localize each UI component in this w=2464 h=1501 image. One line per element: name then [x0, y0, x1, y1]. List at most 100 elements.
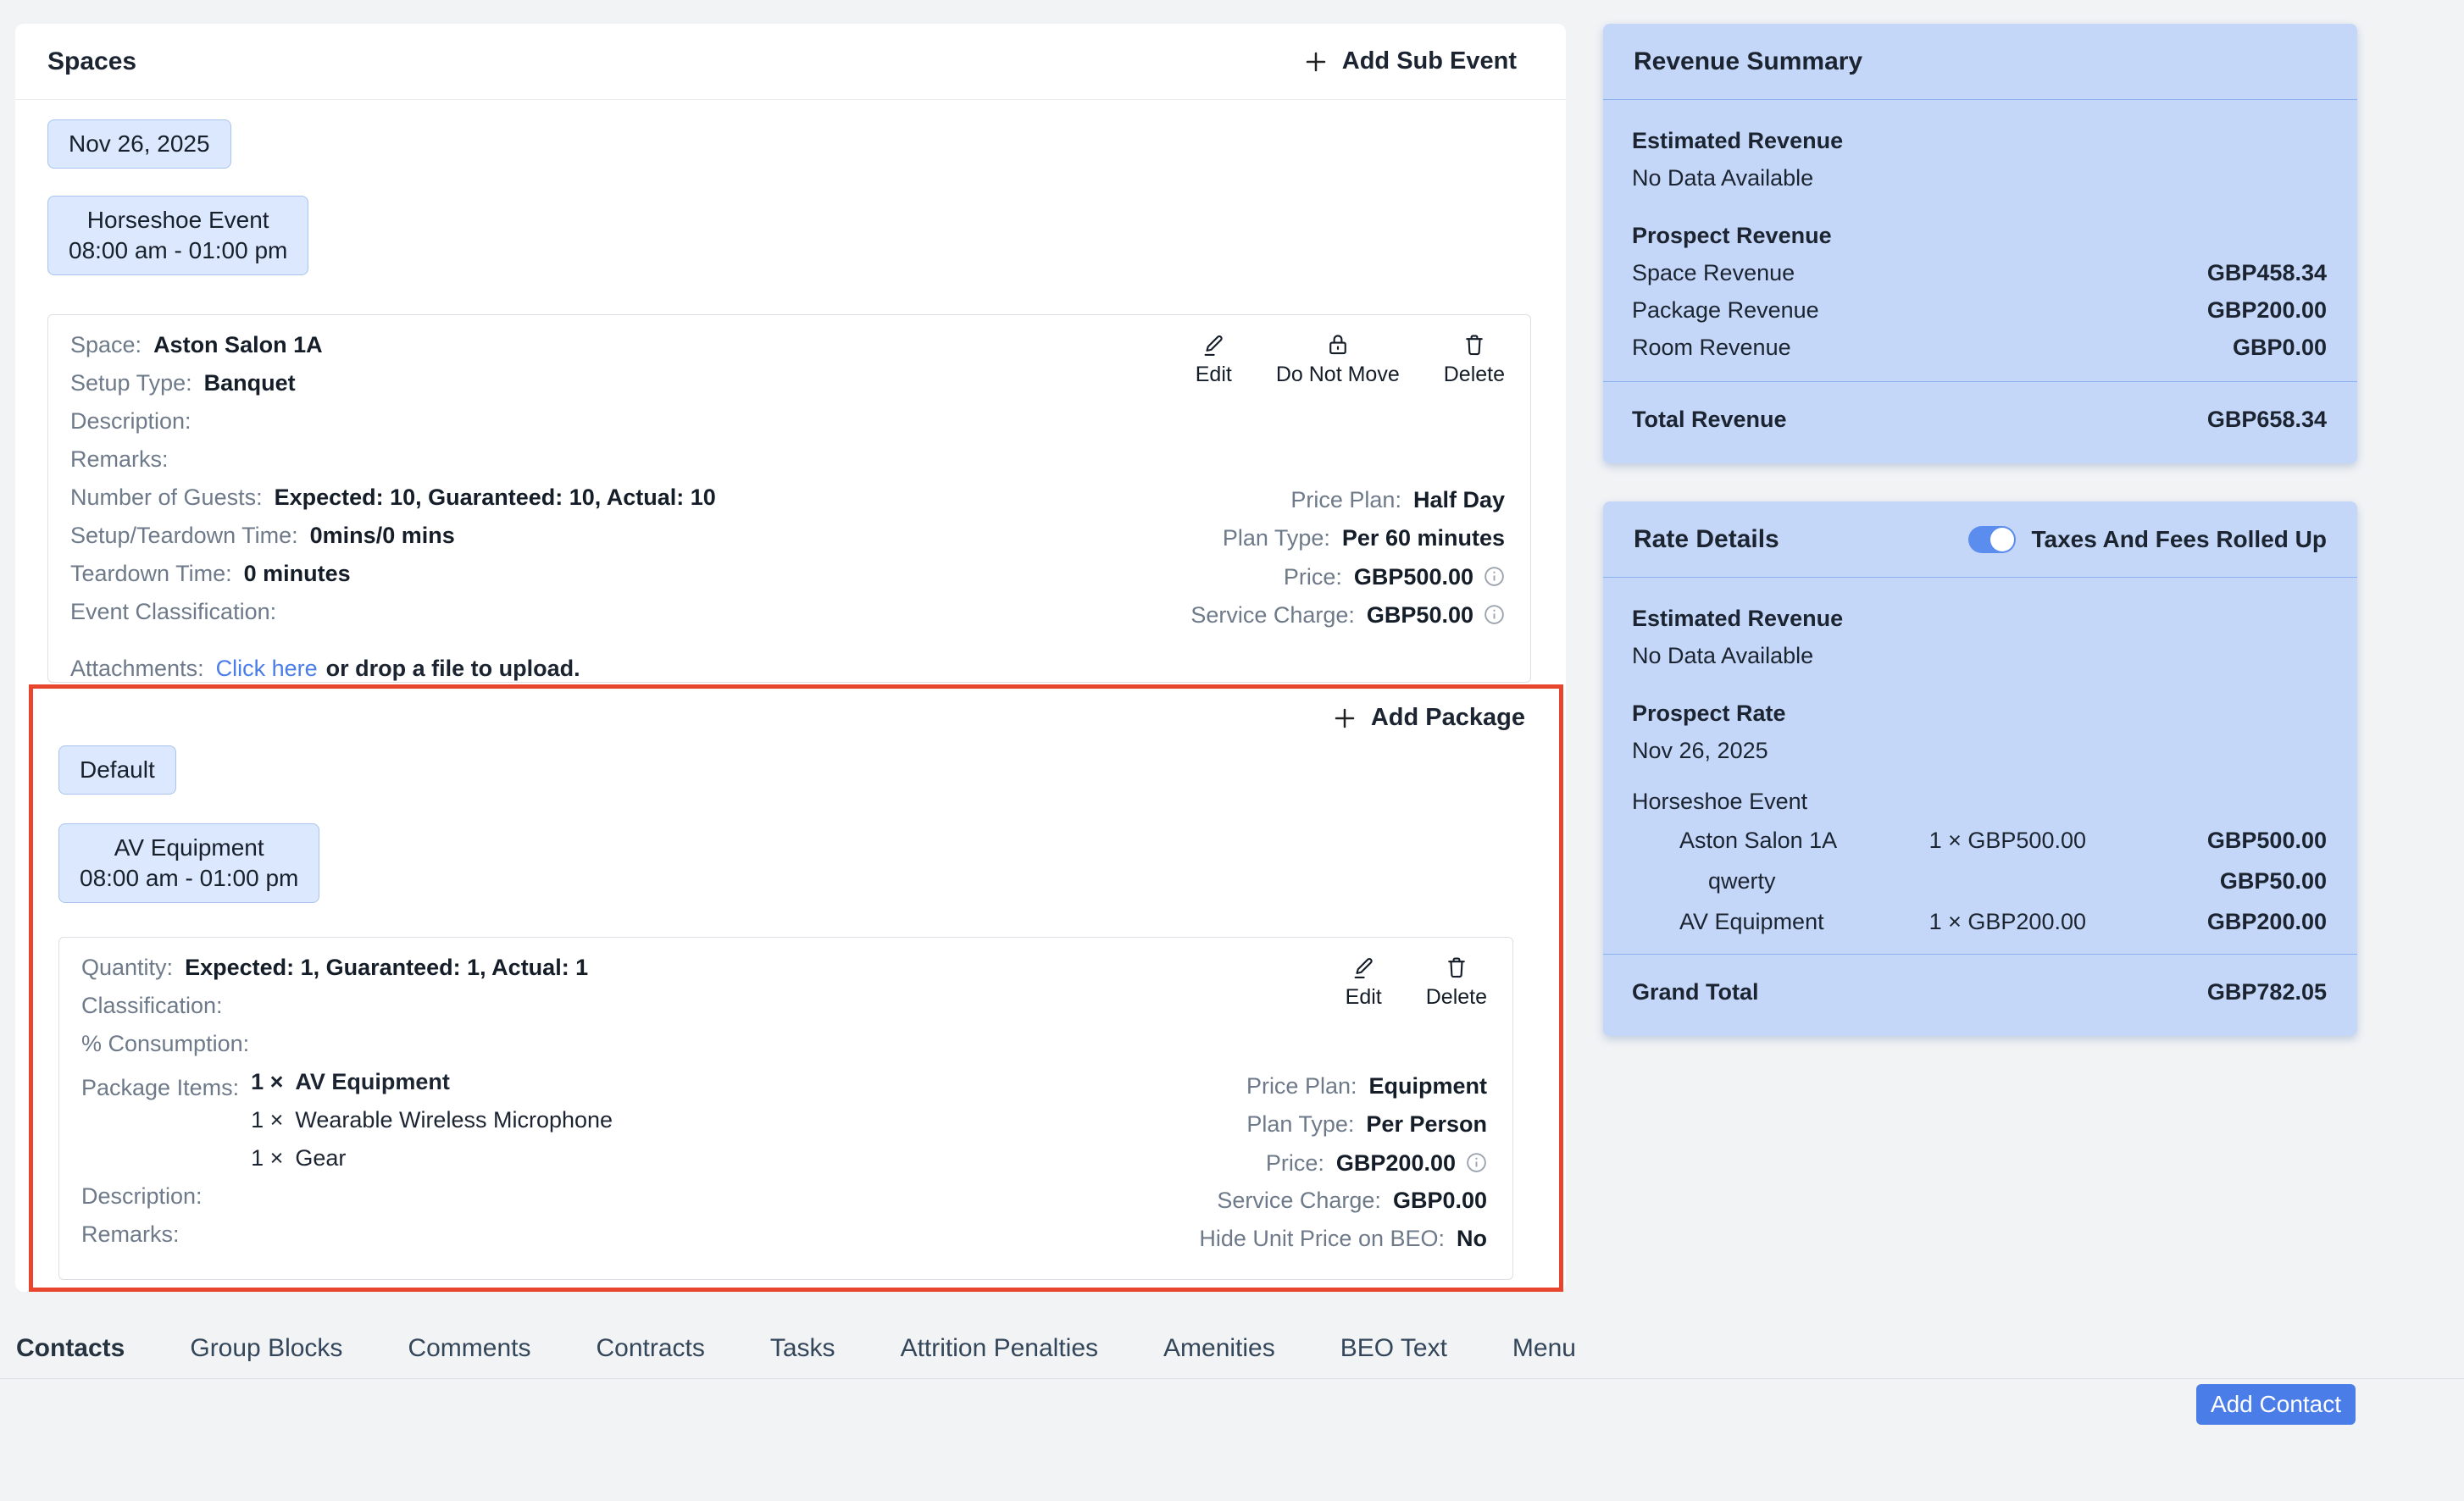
plus-icon	[1306, 52, 1326, 71]
estimated-revenue-label: Estimated Revenue	[1632, 605, 1844, 631]
spaces-body: Nov 26, 2025 Horseshoe Event 08:00 am - …	[15, 100, 1566, 1292]
revenue-summary-title: Revenue Summary	[1634, 47, 1863, 75]
package-group-chip[interactable]: Default	[58, 745, 176, 795]
edit-button[interactable]: Edit	[1196, 332, 1232, 387]
bottom-tab-bar: Contacts Group Blocks Comments Contracts…	[0, 1318, 2464, 1379]
lock-icon	[1329, 335, 1346, 355]
pencil-icon	[1354, 957, 1373, 978]
field-remarks: Remarks:	[81, 1221, 180, 1247]
field-classification: Classification:	[81, 993, 223, 1018]
field-number-of-guests: Number of Guests: Expected: 10, Guarante…	[70, 485, 716, 510]
add-sub-event-label: Add Sub Event	[1341, 47, 1517, 75]
delete-button[interactable]: Delete	[1444, 332, 1505, 387]
service-charge-row: Service Charge: GBP50.00	[1190, 601, 1505, 640]
spaces-panel: Spaces Add Sub Event Nov 26, 2025 Horses…	[15, 24, 1566, 1292]
rate-details-title: Rate Details	[1634, 524, 1779, 553]
field-description: Description:	[70, 408, 191, 434]
attachments-label: Attachments:	[70, 656, 204, 681]
tab-amenities[interactable]: Amenities	[1163, 1333, 1275, 1362]
add-sub-event-button[interactable]: Add Sub Event	[1303, 47, 1517, 75]
tab-contracts[interactable]: Contracts	[596, 1333, 705, 1362]
taxes-fees-toggle[interactable]	[1968, 525, 2017, 553]
field-consumption: % Consumption:	[81, 1031, 250, 1056]
event-chip-time: 08:00 am - 01:00 pm	[69, 237, 288, 263]
package-chip[interactable]: AV Equipment 08:00 am - 01:00 pm	[58, 823, 320, 903]
package-items-label: Package Items:	[81, 1075, 240, 1100]
tab-attrition-penalties[interactable]: Attrition Penalties	[900, 1333, 1099, 1362]
info-icon[interactable]	[1484, 566, 1505, 587]
add-package-label: Add Package	[1370, 704, 1525, 731]
space-revenue-row: Space Revenue GBP458.34	[1632, 259, 2327, 285]
space-card-fields: Space: Aston Salon 1A Setup Type: Banque…	[70, 332, 996, 681]
delete-button[interactable]: Delete	[1426, 955, 1487, 1010]
revenue-summary-header: Revenue Summary	[1603, 24, 2357, 100]
field-setup-type: Setup Type: Banquet	[70, 370, 296, 396]
trash-icon	[1448, 957, 1465, 978]
add-package-button[interactable]: Add Package	[1332, 704, 1525, 732]
space-card: Space: Aston Salon 1A Setup Type: Banque…	[47, 314, 1531, 683]
rate-line-item: Aston Salon 1A 1 × GBP500.00 GBP500.00	[1679, 827, 2327, 853]
hide-unit-price-row: Hide Unit Price on BEO: No	[1199, 1226, 1487, 1251]
field-remarks: Remarks:	[70, 446, 169, 472]
package-item: 1 × Gear	[251, 1145, 347, 1171]
field-setup-teardown-time: Setup/Teardown Time: 0mins/0 mins	[70, 523, 455, 548]
edit-button[interactable]: Edit	[1346, 955, 1382, 1010]
service-charge-row: Service Charge: GBP0.00	[1217, 1188, 1487, 1213]
package-card-fields: Quantity: Expected: 1, Guaranteed: 1, Ac…	[81, 955, 979, 1264]
plus-icon	[1335, 708, 1355, 728]
tab-menu[interactable]: Menu	[1512, 1333, 1576, 1362]
rate-details-header: Rate Details Taxes And Fees Rolled Up	[1603, 501, 2357, 578]
price-plan-row: Price Plan: Equipment	[1246, 1073, 1487, 1099]
room-revenue-row: Room Revenue GBP0.00	[1632, 334, 2327, 360]
package-chip-name: AV Equipment	[114, 834, 264, 861]
info-icon[interactable]	[1466, 1152, 1487, 1173]
package-items: Package Items: 1 × AV Equipment 1 × Wear…	[81, 1069, 979, 1183]
revenue-summary-panel: Revenue Summary Estimated Revenue No Dat…	[1603, 24, 2357, 463]
event-chip[interactable]: Horseshoe Event 08:00 am - 01:00 pm	[47, 196, 309, 275]
field-teardown-time: Teardown Time: 0 minutes	[70, 561, 351, 586]
attachments-drop-text: or drop a file to upload.	[325, 656, 580, 681]
field-description: Description:	[81, 1183, 203, 1209]
rate-line-item: AV Equipment 1 × GBP200.00 GBP200.00	[1679, 908, 2327, 934]
package-card-pricing: Price Plan: Equipment Plan Type: Per Per…	[1199, 1073, 1487, 1264]
price-plan-row: Price Plan: Half Day	[1290, 487, 1505, 512]
grand-total-row: Grand Total GBP782.05	[1632, 978, 2327, 1005]
toggle-knob	[1990, 527, 2015, 551]
add-contact-button[interactable]: Add Contact	[2196, 1384, 2356, 1425]
no-data-text: No Data Available	[1632, 164, 1814, 191]
plan-type-row: Plan Type: Per 60 minutes	[1222, 525, 1505, 551]
estimated-revenue-label: Estimated Revenue	[1632, 127, 1844, 153]
info-icon[interactable]	[1484, 604, 1505, 625]
rate-event-name: Horseshoe Event	[1632, 788, 1808, 814]
prospect-rate-label: Prospect Rate	[1632, 700, 1786, 726]
price-row: Price: GBP500.00	[1190, 563, 1505, 601]
price-row: Price: GBP200.00	[1199, 1149, 1487, 1188]
taxes-fees-toggle-label: Taxes And Fees Rolled Up	[2031, 525, 2327, 552]
prospect-revenue-label: Prospect Revenue	[1632, 222, 1832, 248]
field-quantity: Quantity: Expected: 1, Guaranteed: 1, Ac…	[81, 955, 589, 980]
rate-line-item: qwerty GBP50.00	[1708, 867, 2327, 894]
tab-tasks[interactable]: Tasks	[769, 1333, 835, 1362]
trash-icon	[1466, 335, 1483, 356]
plan-type-row: Plan Type: Per Person	[1246, 1111, 1487, 1137]
tab-contacts[interactable]: Contacts	[16, 1333, 125, 1362]
package-card-actions: Edit Delete	[1346, 955, 1487, 1010]
no-data-text: No Data Available	[1632, 642, 1814, 668]
total-revenue-row: Total Revenue GBP658.34	[1632, 406, 2327, 432]
package-card: Quantity: Expected: 1, Guaranteed: 1, Ac…	[58, 937, 1513, 1280]
tab-beo-text[interactable]: BEO Text	[1340, 1333, 1447, 1362]
attachments-upload-link[interactable]: Click here	[215, 656, 318, 681]
space-card-right: Edit Do Not Move Delete Price Plan:	[996, 332, 1505, 667]
space-card-actions: Edit Do Not Move Delete	[1196, 332, 1505, 387]
tab-comments[interactable]: Comments	[408, 1333, 531, 1362]
date-chip[interactable]: Nov 26, 2025	[47, 119, 231, 169]
sidebar: Revenue Summary Estimated Revenue No Dat…	[1603, 24, 2357, 1036]
pencil-icon	[1204, 335, 1223, 356]
spaces-header: Spaces Add Sub Event	[15, 24, 1566, 100]
do-not-move-button[interactable]: Do Not Move	[1276, 332, 1400, 387]
package-revenue-row: Package Revenue GBP200.00	[1632, 296, 2327, 323]
rate-details-panel: Rate Details Taxes And Fees Rolled Up Es…	[1603, 501, 2357, 1036]
prospect-rate-date: Nov 26, 2025	[1632, 737, 1768, 763]
tab-group-blocks[interactable]: Group Blocks	[190, 1333, 343, 1362]
package-card-right: Edit Delete Price Plan: Equipment	[979, 955, 1487, 1264]
